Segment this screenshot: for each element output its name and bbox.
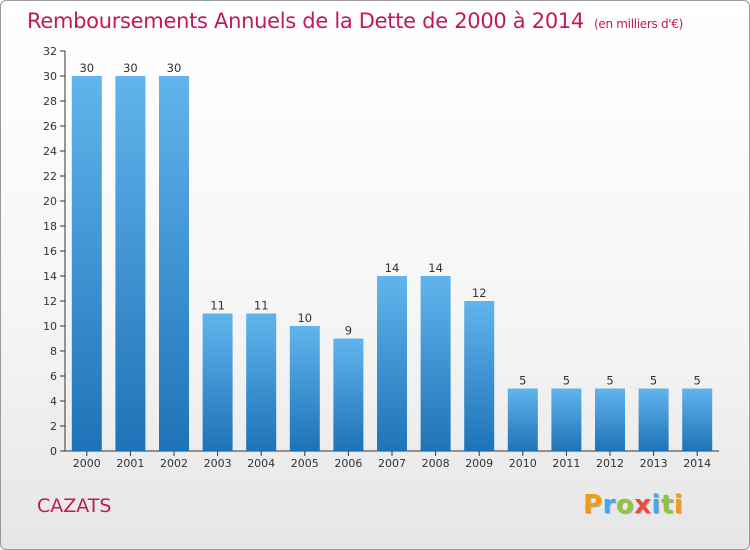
bar-value-label: 14	[428, 261, 443, 275]
y-tick-label: 12	[43, 295, 57, 308]
y-tick-label: 22	[43, 170, 57, 183]
bar-value-label: 5	[563, 374, 570, 388]
bar	[289, 326, 320, 451]
y-tick-label: 0	[50, 445, 57, 458]
brand-logo: Proxiti	[583, 490, 683, 520]
bar-value-label: 10	[297, 311, 312, 325]
x-tick-label: 2005	[291, 457, 319, 470]
brand-letter: P	[583, 490, 603, 520]
x-tick-label: 2001	[116, 457, 144, 470]
bar-value-label: 11	[210, 299, 225, 313]
bar	[420, 276, 451, 451]
bar-value-label: 5	[694, 374, 701, 388]
y-tick-label: 30	[43, 70, 57, 83]
bar	[682, 388, 713, 451]
y-tick-label: 32	[43, 45, 57, 58]
bar	[638, 388, 669, 451]
y-tick-label: 18	[43, 220, 57, 233]
bar-value-label: 12	[472, 286, 487, 300]
bar	[595, 388, 625, 451]
x-tick-label: 2013	[640, 457, 668, 470]
bar-value-label: 30	[79, 61, 94, 75]
x-tick-label: 2006	[334, 457, 362, 470]
brand-letter: i	[651, 490, 661, 520]
x-tick-label: 2003	[204, 457, 232, 470]
y-tick-label: 6	[50, 370, 57, 383]
x-tick-label: 2010	[509, 457, 537, 470]
x-tick-label: 2012	[596, 457, 624, 470]
bar	[246, 313, 277, 451]
unit-note: (en milliers d'€)	[594, 17, 684, 31]
y-tick-label: 20	[43, 195, 57, 208]
bar-value-label: 5	[650, 374, 657, 388]
x-tick-label: 2009	[465, 457, 493, 470]
bar	[71, 76, 102, 451]
y-tick-label: 16	[43, 245, 57, 258]
brand-letter: o	[615, 490, 635, 520]
bar	[551, 388, 582, 451]
x-tick-label: 2011	[552, 457, 580, 470]
y-tick-label: 26	[43, 120, 57, 133]
title-text: Remboursements Annuels de la Dette de 20…	[27, 9, 584, 33]
bar	[202, 313, 233, 451]
x-tick-label: 2002	[160, 457, 188, 470]
y-tick-label: 8	[50, 345, 57, 358]
bar-value-label: 5	[606, 374, 613, 388]
brand-letter: i	[673, 490, 684, 520]
bar	[159, 76, 189, 451]
x-tick-label: 2000	[73, 457, 101, 470]
y-tick-label: 10	[43, 320, 57, 333]
y-tick-label: 2	[50, 420, 57, 433]
x-tick-label: 2007	[378, 457, 406, 470]
y-tick-label: 24	[43, 145, 57, 158]
y-tick-label: 14	[43, 270, 57, 283]
bar-value-label: 11	[254, 299, 269, 313]
bar	[507, 388, 538, 451]
chart-title: Remboursements Annuels de la Dette de 20…	[27, 9, 683, 33]
bar	[333, 338, 364, 451]
bar-value-label: 14	[385, 261, 400, 275]
x-tick-label: 2014	[683, 457, 711, 470]
y-tick-label: 4	[50, 395, 57, 408]
bar	[377, 276, 407, 451]
bar-value-label: 5	[519, 374, 526, 388]
bar-value-label: 9	[345, 324, 352, 338]
brand-letter: t	[660, 490, 674, 520]
bar-value-label: 30	[123, 61, 138, 75]
y-tick-label: 28	[43, 95, 57, 108]
bar	[115, 76, 146, 451]
bar	[464, 301, 495, 451]
x-tick-label: 2004	[247, 457, 275, 470]
commune-name: CAZATS	[37, 495, 112, 517]
brand-letter: x	[634, 490, 652, 520]
bar-value-label: 30	[167, 61, 182, 75]
brand-letter: r	[602, 490, 616, 520]
x-tick-label: 2008	[422, 457, 450, 470]
